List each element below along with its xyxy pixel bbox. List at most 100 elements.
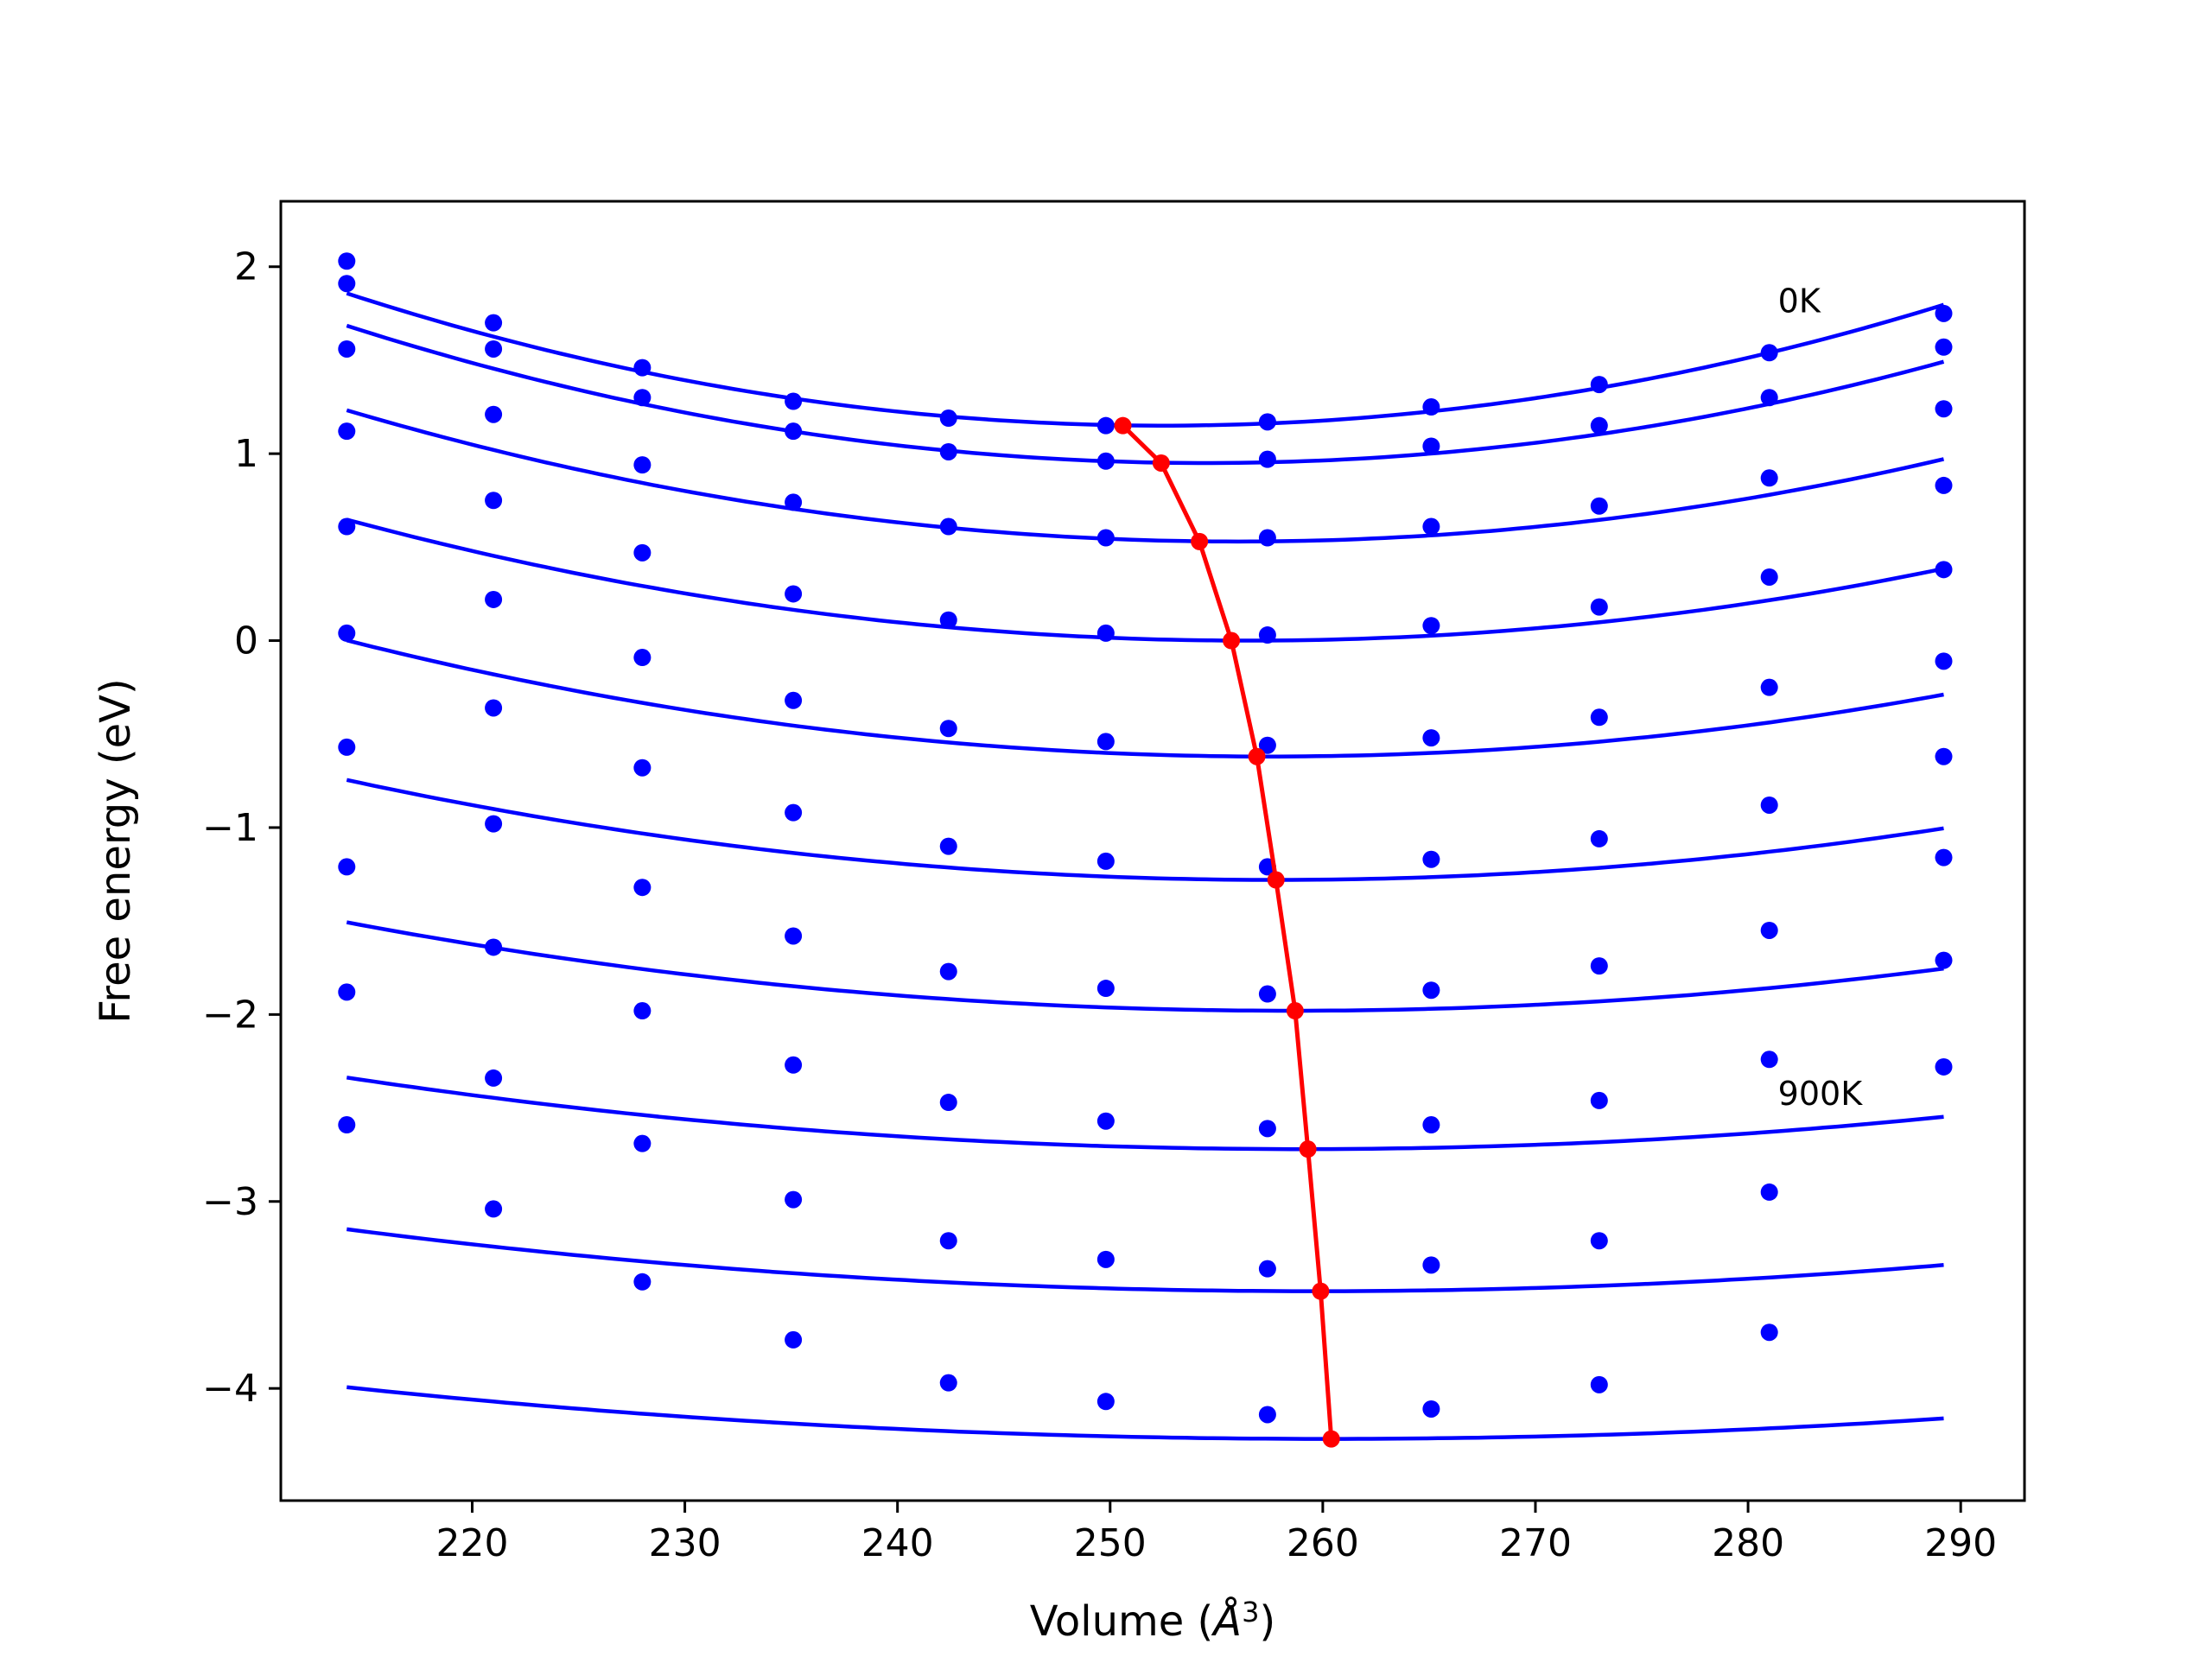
- fit-curve-3: [346, 517, 1944, 643]
- data-point: [338, 422, 356, 441]
- x-tick-label: 270: [1499, 1521, 1572, 1565]
- data-point: [1258, 1406, 1276, 1424]
- data-point: [785, 422, 803, 441]
- data-point: [1422, 617, 1440, 635]
- x-axis-label-unit: Å: [1211, 1596, 1242, 1646]
- data-point: [338, 858, 356, 876]
- data-point: [633, 759, 652, 777]
- data-point: [1935, 951, 1953, 969]
- data-point: [1258, 736, 1276, 754]
- data-point: [633, 879, 652, 897]
- data-point: [1258, 450, 1276, 468]
- x-tick-label: 250: [1074, 1521, 1147, 1565]
- data-point: [1760, 1183, 1778, 1201]
- data-point: [939, 720, 957, 738]
- data-point: [485, 314, 503, 332]
- data-point: [1935, 1057, 1953, 1076]
- data-point: [1935, 747, 1953, 765]
- data-point: [1760, 1050, 1778, 1069]
- data-point: [939, 442, 957, 460]
- x-tick-label: 290: [1924, 1521, 1997, 1565]
- annotation-0k: 0K: [1778, 282, 1821, 321]
- x-tick-label: 280: [1712, 1521, 1784, 1565]
- data-point: [785, 1330, 803, 1349]
- fit-curve-2: [346, 408, 1945, 544]
- data-point: [1760, 344, 1778, 362]
- data-point: [485, 405, 503, 423]
- data-point: [633, 359, 652, 377]
- data-point: [1422, 517, 1440, 536]
- data-point: [1096, 624, 1115, 642]
- data-point: [1422, 981, 1440, 1000]
- data-point: [485, 1069, 503, 1087]
- data-point: [1935, 400, 1953, 418]
- y-tick-label: −1: [202, 806, 258, 850]
- data-point: [785, 1190, 803, 1209]
- minimum-point: [1223, 632, 1241, 650]
- data-point: [485, 590, 503, 608]
- data-point: [338, 738, 356, 756]
- data-point: [1935, 304, 1953, 322]
- data-point: [1258, 985, 1276, 1003]
- data-point: [1590, 416, 1608, 435]
- data-point: [338, 275, 356, 293]
- y-tick-label: 1: [234, 432, 258, 476]
- data-point: [338, 517, 356, 536]
- x-axis-label: Volume (Å3): [1030, 1596, 1275, 1646]
- data-point: [1096, 416, 1115, 435]
- data-point: [485, 1200, 503, 1218]
- data-point: [1935, 848, 1953, 866]
- data-point: [939, 409, 957, 428]
- data-point: [1760, 1323, 1778, 1342]
- minimum-point: [1267, 871, 1285, 889]
- x-axis-label-close: ): [1259, 1597, 1275, 1646]
- data-point: [1422, 1256, 1440, 1274]
- minimum-point: [1299, 1140, 1317, 1158]
- data-point: [633, 1002, 652, 1020]
- x-tick-label: 230: [649, 1521, 721, 1565]
- data-point: [1590, 1091, 1608, 1109]
- data-point: [1422, 1116, 1440, 1134]
- x-tick-label: 260: [1287, 1521, 1359, 1565]
- data-point: [1760, 568, 1778, 586]
- fit-curve-7: [346, 1076, 1944, 1152]
- data-point: [785, 1056, 803, 1074]
- data-point: [1760, 796, 1778, 814]
- annotation-900k: 900K: [1778, 1075, 1864, 1113]
- fit-curve-6: [346, 920, 1944, 1013]
- data-point: [1422, 398, 1440, 416]
- x-tick-label: 220: [435, 1521, 508, 1565]
- y-tick-label: 0: [234, 619, 258, 663]
- minimum-point: [1286, 1002, 1304, 1020]
- data-point: [485, 699, 503, 717]
- data-point: [1096, 452, 1115, 470]
- minimum-curve: [1121, 423, 1334, 1439]
- fit-curve-9: [346, 1385, 1944, 1441]
- data-point: [1760, 469, 1778, 487]
- data-point: [1590, 1375, 1608, 1393]
- data-point: [633, 456, 652, 474]
- data-point: [633, 543, 652, 562]
- y-tick-label: 2: [234, 245, 258, 289]
- data-point: [1590, 829, 1608, 847]
- plot-frame: [279, 200, 2026, 1502]
- data-point: [1096, 1393, 1115, 1411]
- data-point: [1590, 376, 1608, 394]
- data-point: [1590, 598, 1608, 616]
- data-point: [485, 938, 503, 956]
- data-point: [1422, 850, 1440, 868]
- data-point: [1590, 497, 1608, 515]
- fit-curve-1: [346, 323, 1945, 466]
- data-point: [939, 1374, 957, 1392]
- data-point: [785, 927, 803, 945]
- data-point: [485, 492, 503, 510]
- fit-curve-0: [346, 291, 1945, 428]
- data-point: [1590, 957, 1608, 975]
- data-point: [1096, 529, 1115, 547]
- data-point: [1590, 1232, 1608, 1250]
- data-point: [939, 1094, 957, 1112]
- data-point: [1258, 626, 1276, 644]
- data-point: [485, 815, 503, 833]
- x-tick-label: 240: [861, 1521, 934, 1565]
- data-point: [785, 392, 803, 410]
